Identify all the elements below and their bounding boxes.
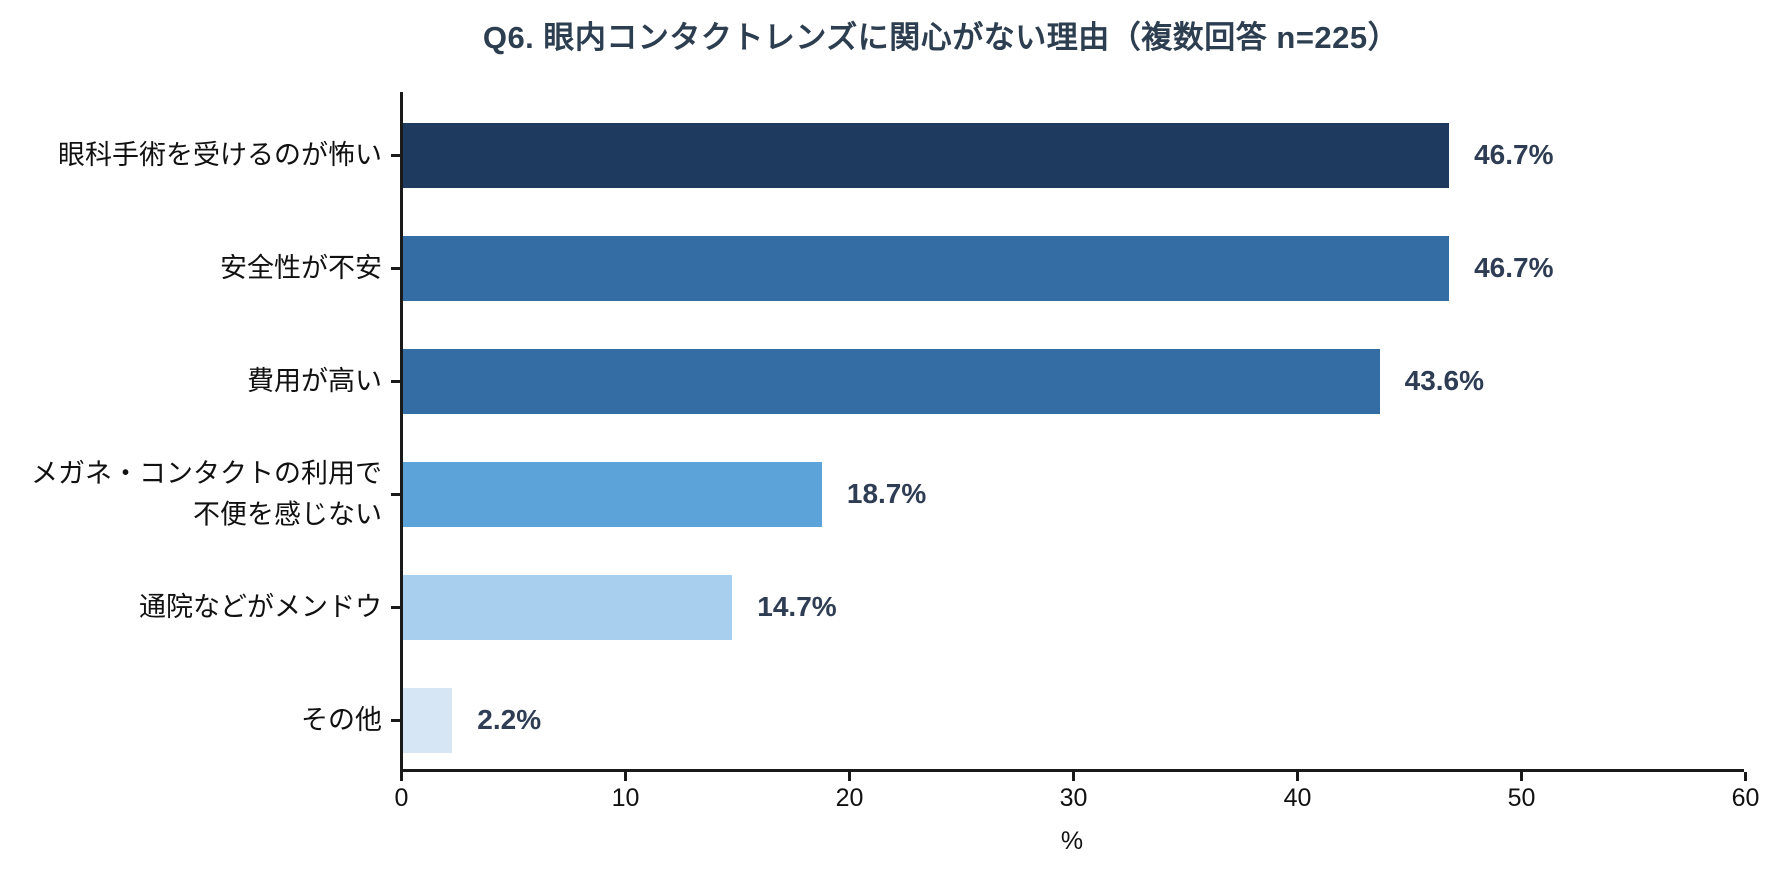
x-tick: [624, 772, 627, 781]
x-tick: [1744, 772, 1747, 781]
y-tick: [391, 154, 400, 157]
x-tick-label: 0: [394, 784, 409, 812]
bar: [403, 687, 453, 753]
bar-value-label: 43.6%: [1404, 365, 1485, 396]
x-tick-label: 10: [611, 784, 640, 812]
category-label: 費用が高い: [247, 365, 382, 396]
x-tick-label: 50: [1507, 784, 1536, 812]
bar-value-label: 18.7%: [846, 478, 927, 509]
chart-title: Q6. 眼内コンタクトレンズに関心がない理由（複数回答 n=225）: [482, 20, 1400, 55]
bar: [403, 122, 1450, 188]
category-label: メガネ・コンタクトの利用で 不便を感じない: [31, 458, 382, 530]
x-axis-label: %: [1060, 827, 1084, 855]
y-tick: [391, 267, 400, 270]
bar-value-label: 2.2%: [477, 704, 542, 735]
bar: [403, 235, 1450, 301]
x-tick: [1520, 772, 1523, 781]
bar: [403, 461, 822, 527]
category-label: 通院などがメンドウ: [139, 591, 382, 622]
y-tick: [391, 380, 400, 383]
bar: [403, 348, 1380, 414]
x-tick: [1296, 772, 1299, 781]
x-tick-label: 20: [835, 784, 864, 812]
category-label: その他: [301, 704, 382, 735]
plot-area: 46.7% 46.7% 43.6% 18.7% 14.7% 2.2%: [400, 92, 1744, 772]
x-tick: [400, 772, 403, 781]
category-label: 眼科手術を受けるのが怖い: [58, 139, 382, 170]
bar: [403, 574, 733, 640]
x-tick: [848, 772, 851, 781]
bar-value-label: 46.7%: [1474, 139, 1554, 170]
x-tick-label: 40: [1283, 784, 1312, 812]
y-tick: [391, 493, 400, 496]
x-tick-label: 60: [1731, 784, 1760, 812]
y-tick: [391, 719, 400, 722]
bar-value-label: 14.7%: [757, 591, 837, 622]
bar-value-label: 46.7%: [1474, 252, 1554, 283]
x-tick: [1072, 772, 1075, 781]
x-tick-label: 30: [1059, 784, 1088, 812]
y-tick: [391, 606, 400, 609]
category-label: 安全性が不安: [220, 252, 382, 283]
